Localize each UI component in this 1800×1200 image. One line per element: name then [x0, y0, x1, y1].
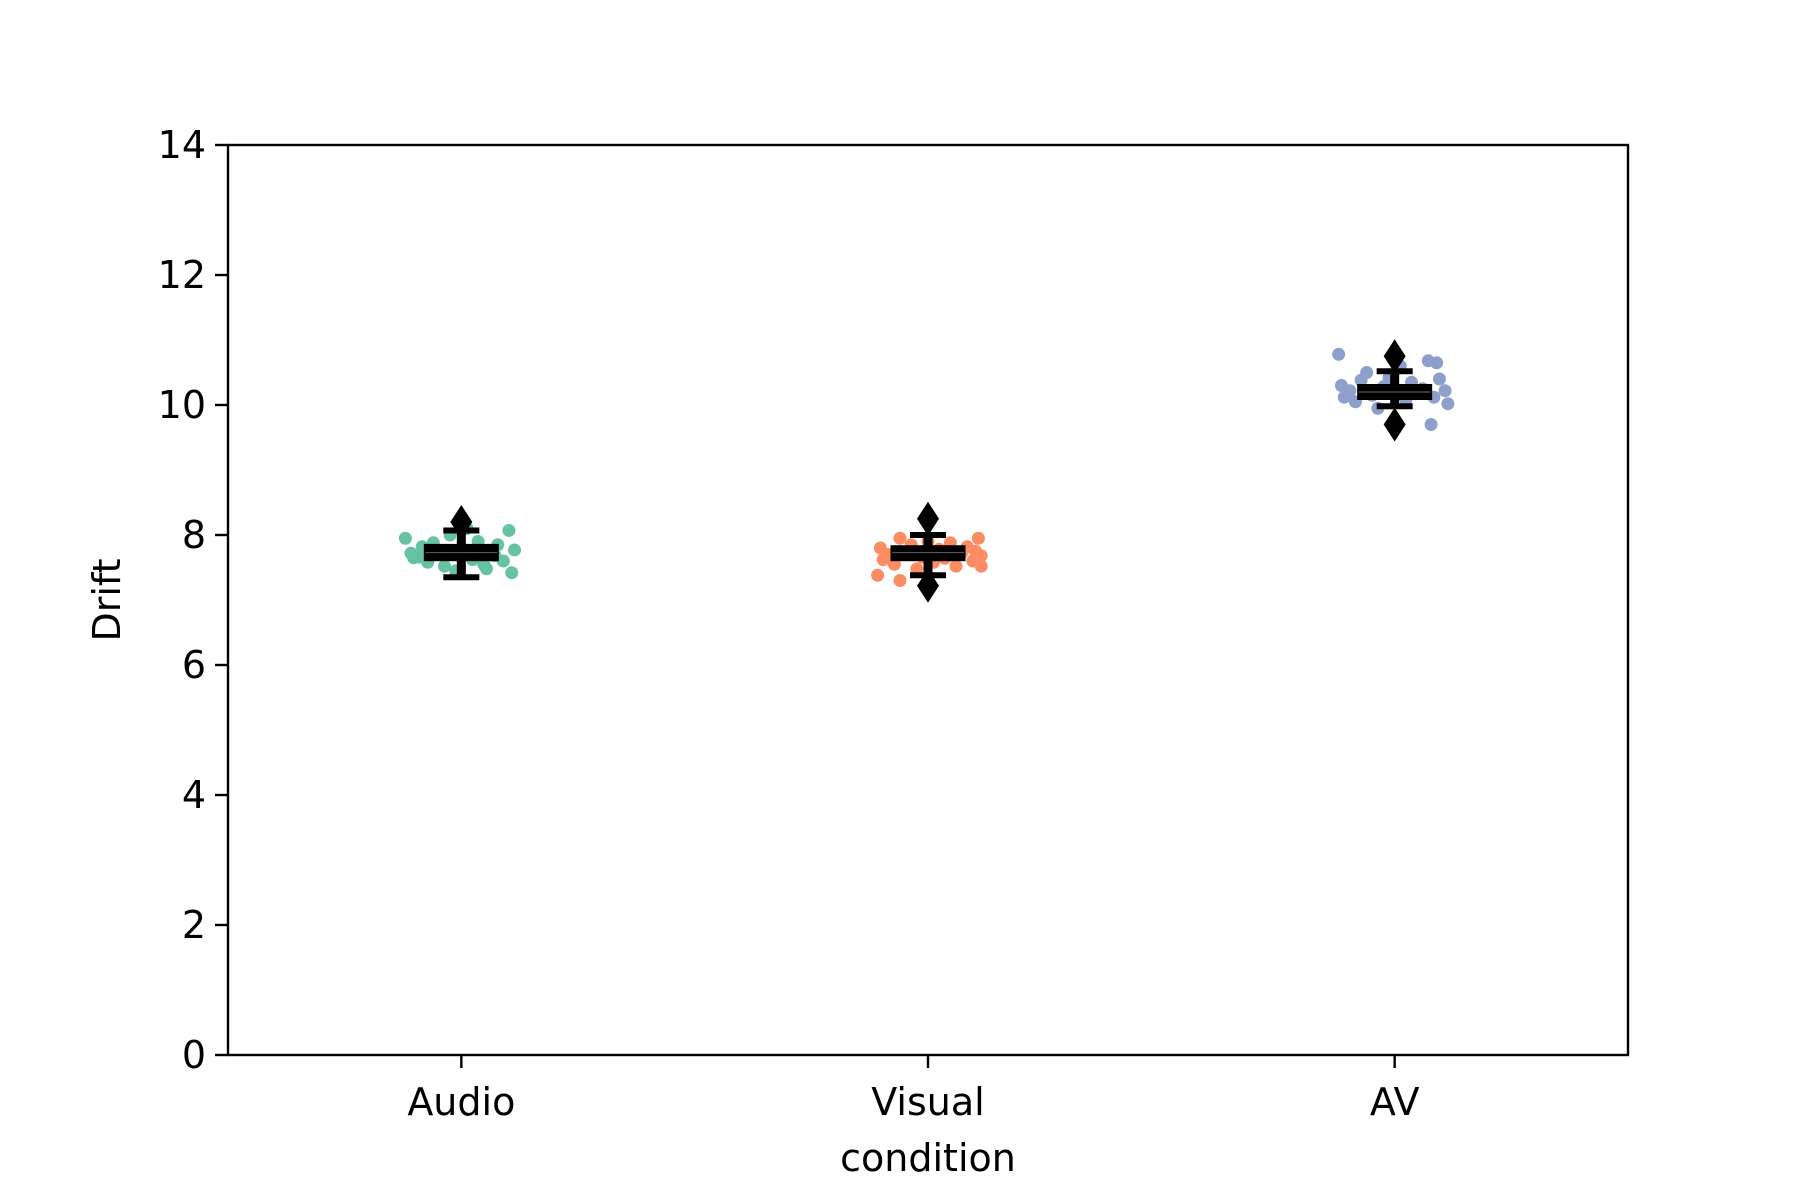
data-point [438, 559, 452, 573]
x-tick-label: Audio [407, 1080, 515, 1124]
y-axis-label: Drift [85, 558, 129, 641]
y-tick-label: 2 [182, 903, 206, 947]
data-point [910, 562, 924, 576]
y-tick-label: 12 [158, 253, 206, 297]
y-axis: 0 2 4 6 8 10 12 14 [158, 123, 228, 1077]
data-point [1438, 384, 1452, 398]
data-point [893, 531, 907, 545]
x-tick-label: Visual [871, 1080, 984, 1124]
outlier-marker [1383, 339, 1406, 374]
data-point [893, 574, 907, 587]
outlier-marker [917, 568, 939, 603]
data-point [971, 531, 985, 545]
x-axis-label: condition [840, 1136, 1016, 1180]
x-tick-label: AV [1370, 1080, 1420, 1124]
x-axis: Audio Visual AV [407, 1055, 1419, 1124]
y-tick-label: 4 [182, 773, 206, 817]
data-point [1332, 347, 1346, 361]
data-point [871, 568, 885, 582]
data-point [505, 566, 519, 580]
data-point [1424, 418, 1438, 431]
data-point [480, 562, 494, 576]
data-point [412, 550, 426, 564]
y-tick-label: 0 [182, 1033, 206, 1077]
outlier-marker [450, 505, 473, 539]
y-tick-label: 8 [182, 513, 206, 557]
boxes-layer [423, 339, 1433, 603]
data-point [1432, 372, 1446, 386]
y-tick-label: 10 [158, 383, 206, 427]
data-point [974, 559, 988, 573]
data-point [1441, 397, 1455, 411]
outlier-marker [1383, 407, 1406, 442]
box-iqr [890, 545, 966, 562]
data-point [496, 554, 510, 568]
y-tick-label: 6 [182, 643, 206, 687]
data-point [398, 531, 412, 545]
data-point [1343, 384, 1357, 398]
outlier-marker [917, 501, 939, 536]
data-point [508, 543, 522, 557]
data-point [502, 523, 516, 537]
y-tick-label: 14 [158, 123, 206, 167]
data-point [1360, 366, 1374, 379]
data-point [1430, 356, 1444, 370]
data-point [949, 559, 963, 573]
data-point [974, 549, 988, 563]
